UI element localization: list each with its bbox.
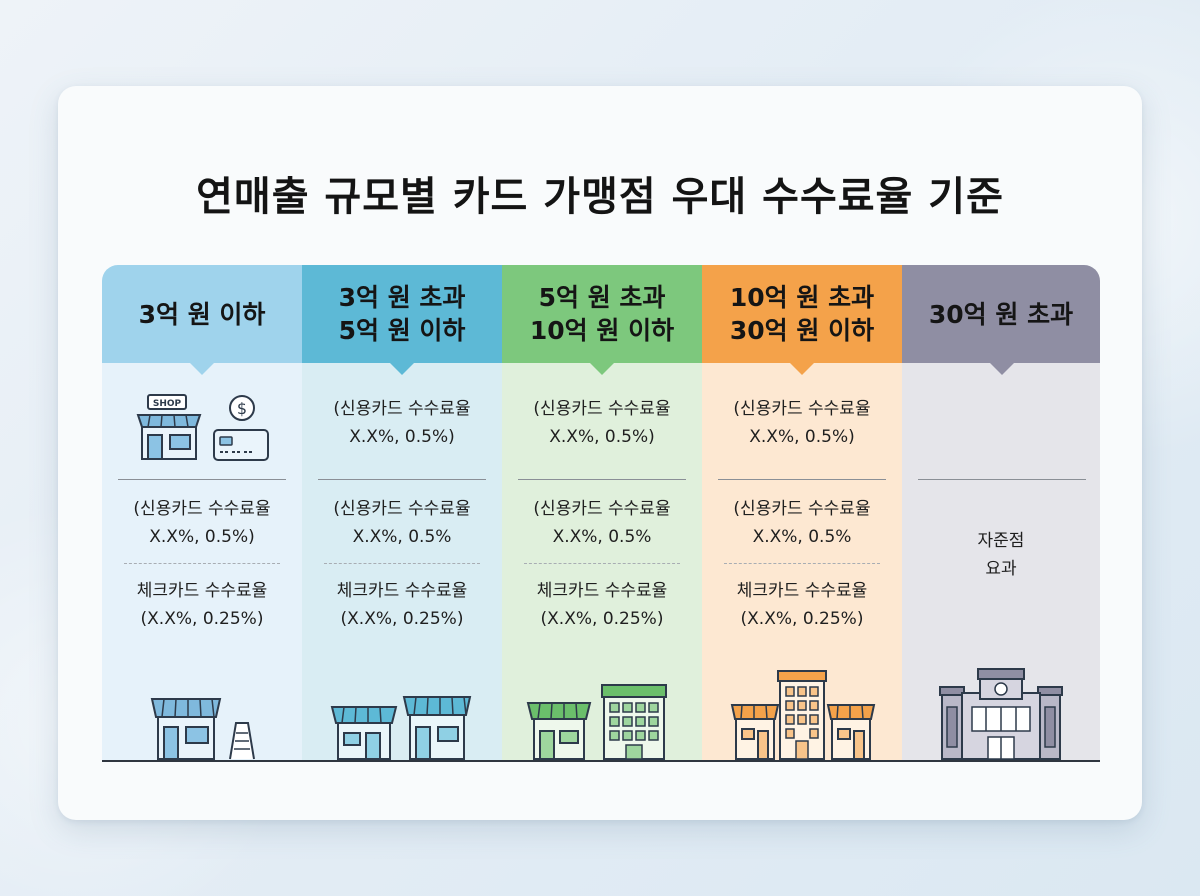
column-body	[102, 363, 302, 761]
credit-rate-label: (신용카드 수수료율	[733, 499, 871, 519]
column-header: 5억 원 초과 10억 원 이하	[502, 265, 702, 375]
column-header: 30억 원 초과	[902, 265, 1100, 375]
row-separator	[318, 479, 486, 480]
credit-rate: (신용카드 수수료율 X.X%, 0.5%	[302, 495, 502, 551]
credit-rate-label: (신용카드 수수료율	[733, 399, 871, 419]
credit-rate-label: (신용카드 수수료율	[533, 399, 671, 419]
column-tier-1: 3억 원 이하 SHOP $ (신용카드 수수료율 X.X%, 0.5%)	[102, 265, 302, 761]
shop-icon	[526, 702, 592, 760]
check-rate: 체크카드 수수료율 (X.X%, 0.25%)	[702, 577, 902, 633]
credit-rate: (신용카드 수수료율 X.X%, 0.5%	[702, 495, 902, 551]
header-pointer	[590, 363, 614, 375]
credit-rate-label: (신용카드 수수료율	[133, 499, 271, 519]
column-header: 10억 원 초과 30억 원 이하	[702, 265, 902, 375]
shop-icon	[826, 704, 876, 760]
top-credit-rate: (신용카드 수수료율 X.X%, 0.5%)	[302, 395, 502, 451]
credit-rate: (신용카드 수수료율 X.X%, 0.5%	[502, 495, 702, 551]
page-title: 연매출 규모별 카드 가맹점 우대 수수료율 기준	[196, 174, 1004, 220]
check-rate-value: (X.X%, 0.25%)	[340, 609, 464, 629]
credit-rate-value: X.X%, 0.5%)	[149, 527, 255, 547]
shop-icon	[330, 706, 398, 760]
check-rate-value: (X.X%, 0.25%)	[740, 609, 864, 629]
large-building-icon	[939, 668, 1063, 760]
note-line-1: 자준점	[977, 531, 1025, 551]
sign-board-icon	[229, 722, 255, 760]
check-rate-label: 체크카드 수수료율	[136, 581, 268, 601]
shop-icon	[730, 704, 780, 760]
header-line-2: 30억 원 이하	[729, 316, 875, 345]
office-building-icon	[601, 684, 667, 760]
column-tier-5: 30억 원 초과 자준점 요과	[902, 265, 1100, 761]
top-credit-rate: (신용카드 수수료율 X.X%, 0.5%)	[502, 395, 702, 451]
header-line-2: 5억 원 이하	[338, 316, 466, 345]
column-header: 3억 원 초과 5억 원 이하	[302, 265, 502, 375]
row-separator	[118, 479, 286, 480]
note-text: 자준점 요과	[902, 527, 1100, 583]
credit-card-icon	[213, 429, 269, 461]
check-rate: 체크카드 수수료율 (X.X%, 0.25%)	[302, 577, 502, 633]
credit-rate-value: X.X%, 0.5%	[752, 527, 852, 547]
credit-rate-value: X.X%, 0.5%	[352, 527, 452, 547]
column-tier-4: 10억 원 초과 30억 원 이하 (신용카드 수수료율 X.X%, 0.5%)…	[702, 265, 902, 761]
header-pointer	[390, 363, 414, 375]
check-rate-label: 체크카드 수수료율	[736, 581, 868, 601]
dashed-separator	[124, 563, 280, 564]
dollar-icon: $	[229, 395, 255, 421]
check-rate-value: (X.X%, 0.25%)	[540, 609, 664, 629]
header-line-1: 10억 원 초과	[729, 283, 875, 312]
shop-icon: SHOP	[136, 394, 202, 460]
credit-rate: (신용카드 수수료율 X.X%, 0.5%)	[102, 495, 302, 551]
small-shop-icon	[150, 698, 222, 760]
credit-rate-label: (신용카드 수수료율	[333, 399, 471, 419]
column-tier-3: 5억 원 초과 10억 원 이하 (신용카드 수수료율 X.X%, 0.5%) …	[502, 265, 702, 761]
header-line-1: 3억 원 이하	[138, 299, 266, 329]
check-rate: 체크카드 수수료율 (X.X%, 0.25%)	[102, 577, 302, 633]
tower-building-icon	[777, 670, 827, 760]
credit-rate-label: (신용카드 수수료율	[533, 499, 671, 519]
credit-rate-value: X.X%, 0.5%)	[349, 427, 455, 447]
check-rate-value: (X.X%, 0.25%)	[140, 609, 264, 629]
ground-line	[102, 760, 1100, 762]
check-rate-label: 체크카드 수수료율	[536, 581, 668, 601]
credit-rate-value: X.X%, 0.5%)	[749, 427, 855, 447]
check-rate: 체크카드 수수료율 (X.X%, 0.25%)	[502, 577, 702, 633]
column-body	[302, 363, 502, 761]
check-rate-label: 체크카드 수수료율	[336, 581, 468, 601]
dashed-separator	[324, 563, 480, 564]
dashed-separator	[724, 563, 880, 564]
header-pointer	[790, 363, 814, 375]
row-separator	[518, 479, 686, 480]
fee-rate-table: 3억 원 이하 SHOP $ (신용카드 수수료율 X.X%, 0.5%)	[102, 265, 1100, 761]
shop-sign-text: SHOP	[153, 399, 182, 409]
column-tier-2: 3억 원 초과 5억 원 이하 (신용카드 수수료율 X.X%, 0.5%) (…	[302, 265, 502, 761]
shop-icon	[402, 696, 472, 760]
header-pointer	[990, 363, 1014, 375]
credit-rate-value: X.X%, 0.5%	[552, 527, 652, 547]
column-header: 3억 원 이하	[102, 265, 302, 375]
header-pointer	[190, 363, 214, 375]
dashed-separator	[524, 563, 680, 564]
header-line-1: 5억 원 초과	[538, 283, 666, 312]
note-line-2: 요과	[985, 559, 1017, 579]
row-separator	[918, 479, 1086, 480]
svg-text:$: $	[237, 399, 247, 418]
header-line-1: 3억 원 초과	[338, 283, 466, 312]
credit-rate-label: (신용카드 수수료율	[333, 499, 471, 519]
row-separator	[718, 479, 886, 480]
top-credit-rate: (신용카드 수수료율 X.X%, 0.5%)	[702, 395, 902, 451]
header-line-2: 10억 원 이하	[529, 316, 675, 345]
credit-rate-value: X.X%, 0.5%)	[549, 427, 655, 447]
header-line-1: 30억 원 초과	[928, 299, 1074, 329]
